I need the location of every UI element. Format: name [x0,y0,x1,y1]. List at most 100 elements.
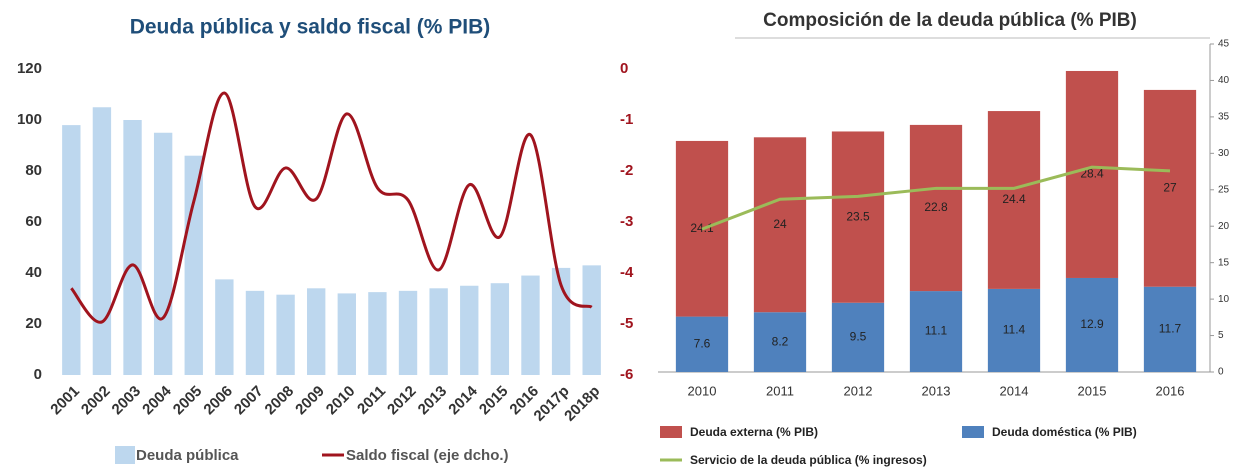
data-label: 7.6 [694,336,711,350]
x-tick-label: 2018p [561,383,603,425]
bar [460,285,479,375]
x-tick-label: 2012 [384,383,420,419]
legend-swatch [115,446,135,464]
y-tick-label: 20 [25,315,42,332]
y-tick-label: 40 [1218,75,1230,86]
y-tick-label: 100 [17,111,42,128]
bar [429,288,448,375]
y2-tick-label: -2 [620,162,633,179]
x-tick-label: 2013 [922,383,951,398]
bar-segment [753,312,807,372]
bar-segment [1065,70,1119,278]
bar [337,293,356,375]
bar-segment [987,111,1041,289]
data-label: 23.5 [846,209,870,223]
y-tick-label: 0 [1218,367,1224,378]
x-tick-label: 2004 [139,382,175,418]
bar-segment [831,131,885,303]
x-tick-label: 2014 [445,382,481,418]
y-tick-label: 10 [1218,294,1230,305]
x-tick-label: 2013 [415,383,451,419]
y-tick-label: 60 [25,213,42,230]
bar-segment [675,316,729,372]
legend-swatch [660,426,682,438]
x-tick-label: 2011 [766,383,794,398]
x-tick-label: 2001 [47,383,83,419]
bar [245,290,265,375]
bar-segment [909,124,963,292]
y-tick-label: 30 [1218,148,1230,159]
bar [92,107,112,375]
x-tick-label: 2003 [109,383,145,419]
x-tick-label: 2010 [323,383,359,419]
legend-label: Deuda pública [136,447,239,464]
y-tick-label: 25 [1218,184,1230,195]
y2-tick-label: 0 [620,60,628,77]
data-label: 24.4 [1002,192,1026,206]
x-tick-label: 2015 [476,383,512,419]
x-tick-label: 2008 [262,383,298,419]
x-tick-label: 2010 [688,383,717,398]
bar-segment [987,288,1041,372]
data-label: 22.8 [924,200,948,214]
bar [123,120,142,375]
bar [521,275,540,375]
bar [62,125,81,375]
y2-tick-label: -4 [620,264,634,281]
y2-tick-label: -5 [620,315,633,332]
bar [398,290,418,375]
bar-segment [1143,89,1197,287]
data-label: 24 [773,217,787,231]
bar [153,132,173,375]
bar-segment [753,137,807,313]
chart-title: Deuda pública y saldo fiscal (% PIB) [130,16,491,39]
bar [490,283,510,375]
data-label: 11.1 [925,324,948,338]
y-tick-label: 45 [1218,39,1230,50]
x-tick-label: 2016 [1156,383,1185,398]
x-tick-label: 2012 [844,383,873,398]
y-tick-label: 35 [1218,112,1230,123]
data-label: 12.9 [1080,317,1104,331]
x-tick-label: 2011 [354,383,389,418]
x-tick-label: 2002 [78,383,114,419]
y2-tick-label: -6 [620,366,633,383]
data-label: 8.2 [772,334,789,348]
y-tick-label: 20 [1218,221,1230,232]
y-tick-label: 80 [25,162,42,179]
y-tick-label: 40 [25,264,42,281]
legend-label: Deuda externa (% PIB) [690,425,818,439]
y-tick-label: 0 [34,366,42,383]
legend-swatch [962,426,984,438]
x-tick-label: 2009 [292,383,328,419]
y2-tick-label: -3 [620,213,633,230]
bar [215,279,234,375]
chart-title: Composición de la deuda pública (% PIB) [763,10,1137,31]
data-label: 11.7 [1159,322,1182,336]
y-tick-label: 5 [1218,330,1224,341]
x-tick-label: 2014 [1000,383,1029,398]
data-label: 11.4 [1003,323,1026,337]
bar [276,294,295,375]
legend-label: Saldo fiscal (eje dcho.) [346,447,509,464]
y-tick-label: 15 [1218,257,1230,268]
x-tick-label: 2005 [170,383,206,419]
x-tick-label: 2006 [200,383,236,419]
bar [582,265,601,375]
legend-label: Servicio de la deuda pública (% ingresos… [690,453,927,467]
legend-label: Deuda doméstica (% PIB) [992,425,1137,439]
bar [184,155,203,375]
y-tick-label: 120 [17,60,42,77]
y2-tick-label: -1 [620,111,633,128]
x-tick-label: 2015 [1078,383,1107,398]
bar-segment [1065,277,1119,372]
x-tick-label: 2007 [231,383,267,419]
bar-segment [909,291,963,372]
bar-segment [831,302,885,372]
line [701,165,1171,231]
data-label: 9.5 [850,330,867,344]
bar-segment [1143,286,1197,372]
data-label: 27 [1163,180,1177,194]
bar [368,292,387,375]
